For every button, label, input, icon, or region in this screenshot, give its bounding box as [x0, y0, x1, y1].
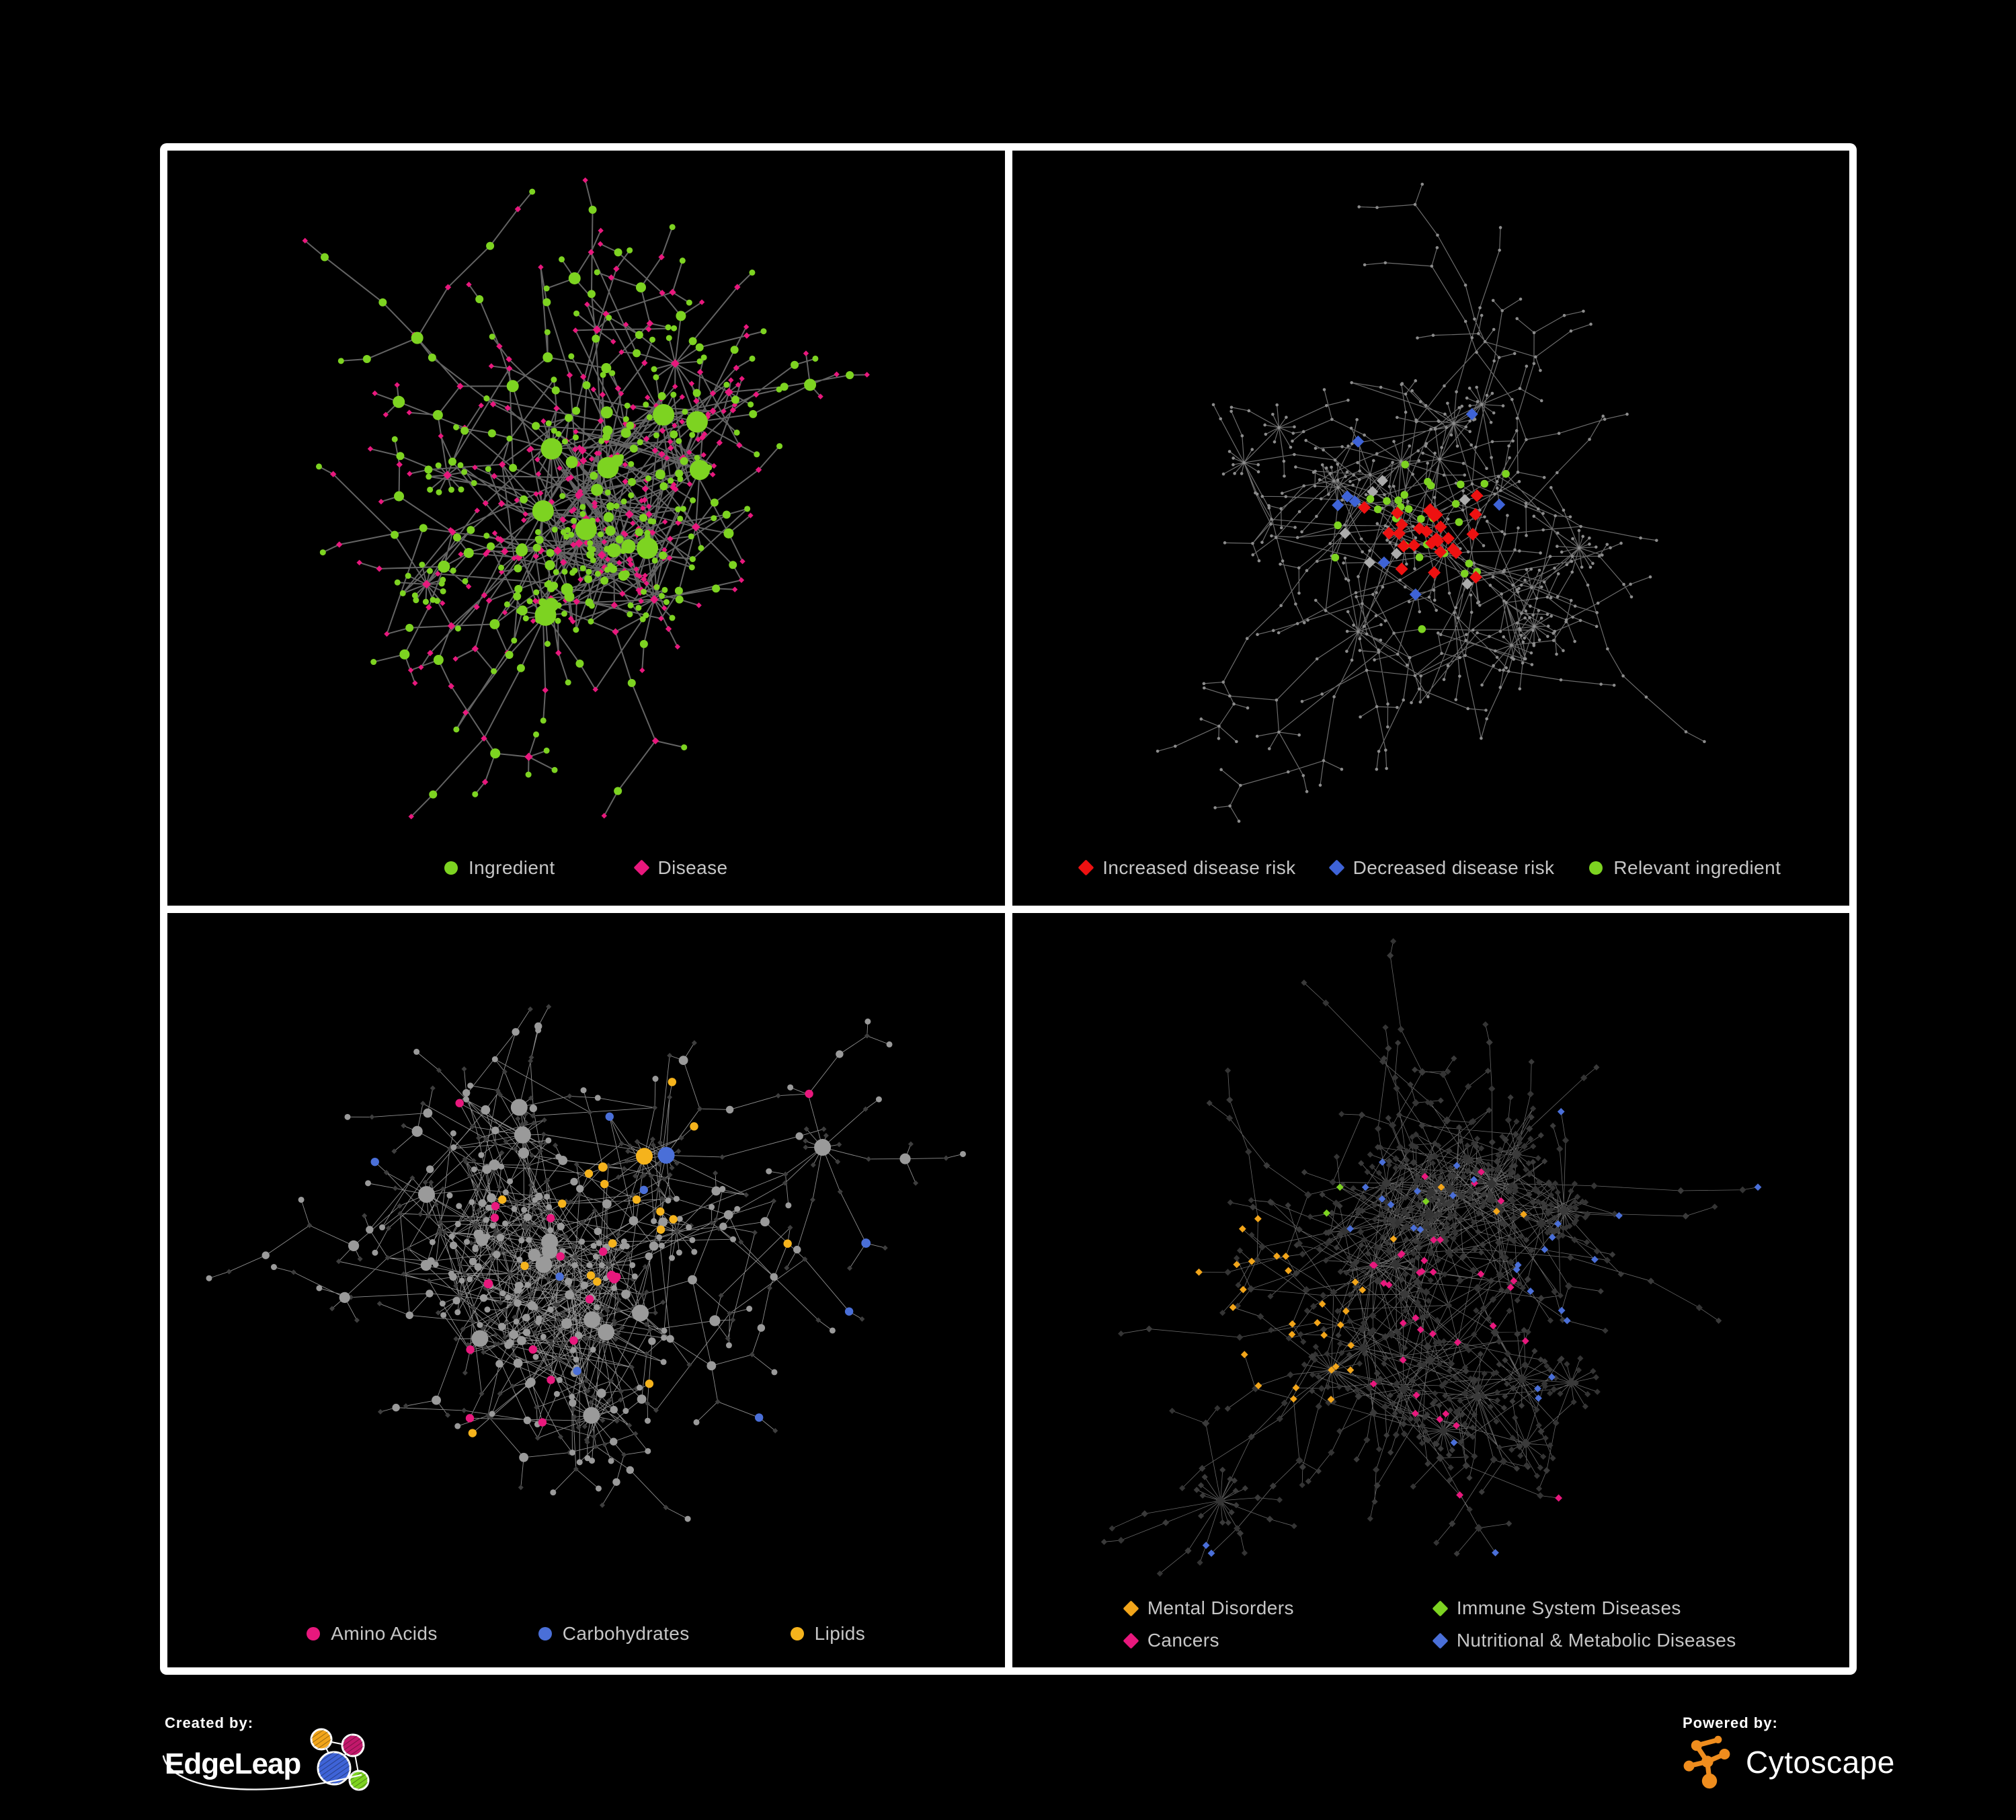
panel-disease-classes: Mental Disorders Immune System Diseases …: [1012, 912, 1850, 1667]
legend-disease-classes: Mental Disorders Immune System Diseases …: [1012, 1597, 1850, 1651]
immune-system-marker-icon: [1432, 1599, 1449, 1617]
legend-ingredient-disease: Ingredient Disease: [167, 857, 1005, 879]
cytoscape-logo-nodes: [1683, 1735, 1730, 1789]
legend-label: Decreased disease risk: [1353, 857, 1555, 878]
network-canvas-ingredient-classes: [206, 1003, 966, 1522]
edgeleap-wordmark: EdgeLeap: [165, 1747, 301, 1780]
legend-label: Carbohydrates: [562, 1623, 690, 1644]
edgeleap-logo-icon: [310, 1728, 370, 1791]
edgeleap-brand: EdgeLeap: [162, 1728, 377, 1794]
legend-disease-risk: Increased disease risk Decreased disease…: [1012, 857, 1850, 879]
network-canvas-disease-classes: [1100, 937, 1761, 1577]
network-nodes: [302, 177, 870, 820]
network-canvas-ingredient-disease: [302, 177, 870, 820]
cytoscape-logo-icon: [1683, 1735, 1730, 1789]
legend-label: Mental Disorders: [1147, 1597, 1294, 1618]
legend-item-decreased-risk: Decreased disease risk: [1328, 857, 1555, 879]
decreased-risk-marker-icon: [1328, 859, 1345, 876]
amino-acids-marker-icon: [307, 1627, 321, 1640]
mental-disorders-marker-icon: [1123, 1599, 1139, 1617]
legend-label: Cancers: [1147, 1630, 1219, 1651]
lipids-marker-icon: [790, 1627, 804, 1640]
network-nodes: [1156, 182, 1706, 823]
legend-label: Immune System Diseases: [1456, 1597, 1681, 1618]
cytoscape-wordmark: Cytoscape: [1746, 1745, 1895, 1780]
legend-label: Relevant ingredient: [1613, 857, 1781, 878]
cytoscape-brand: Cytoscape: [1683, 1735, 1895, 1790]
legend-item-nutritional-metabolic: Nutritional & Metabolic Diseases: [1432, 1630, 1736, 1651]
relevant-ingredient-marker-icon: [1589, 861, 1603, 875]
legend-ingredient-classes: Amino Acids Carbohydrates Lipids: [167, 1623, 1005, 1645]
network-nodes: [1100, 937, 1761, 1577]
network-edges: [1157, 184, 1705, 822]
network-canvas-disease-risk: [1156, 182, 1706, 823]
carbohydrates-marker-icon: [538, 1627, 552, 1640]
legend-item-lipids: Lipids: [790, 1623, 866, 1645]
legend-label: Disease: [657, 857, 728, 878]
legend-label: Nutritional & Metabolic Diseases: [1456, 1630, 1736, 1651]
legend-label: Amino Acids: [331, 1623, 438, 1644]
powered-by-label: Powered by:: [1683, 1714, 1778, 1731]
legend-item-cancers: Cancers: [1123, 1630, 1394, 1651]
legend-item-mental-disorders: Mental Disorders: [1123, 1597, 1394, 1619]
legend-item-ingredient: Ingredient: [444, 857, 555, 879]
powered-by-block: Powered by: Cytoscape: [1683, 1714, 1895, 1790]
legend-item-disease: Disease: [633, 857, 728, 879]
legend-item-increased-risk: Increased disease risk: [1078, 857, 1296, 879]
legend-item-amino-acids: Amino Acids: [307, 1623, 437, 1645]
legend-label: Lipids: [814, 1623, 866, 1644]
panel-ingredient-classes: Amino Acids Carbohydrates Lipids: [167, 912, 1005, 1667]
legend-label: Increased disease risk: [1102, 857, 1296, 878]
legend-item-carbohydrates: Carbohydrates: [538, 1623, 690, 1645]
network-edges: [1103, 941, 1758, 1574]
legend-item-relevant-ingredient: Relevant ingredient: [1589, 857, 1781, 879]
created-by-block: Created by: EdgeLeap: [162, 1714, 377, 1794]
legend-label: Ingredient: [468, 857, 555, 878]
disease-marker-icon: [633, 859, 650, 876]
nutritional-metabolic-marker-icon: [1432, 1632, 1449, 1649]
edgeleap-logo-nodes: [310, 1728, 370, 1791]
created-by-label: Created by:: [165, 1714, 254, 1731]
network-nodes: [206, 1003, 966, 1522]
panel-ingredient-disease: Ingredient Disease: [167, 151, 1005, 906]
legend-item-immune-system-diseases: Immune System Diseases: [1432, 1597, 1736, 1619]
increased-risk-marker-icon: [1078, 859, 1094, 876]
ingredient-marker-icon: [444, 861, 458, 875]
cancers-marker-icon: [1123, 1632, 1139, 1649]
figure-frame: Ingredient Disease Increased disease ris…: [160, 143, 1857, 1675]
panel-disease-risk: Increased disease risk Decreased disease…: [1012, 151, 1850, 906]
network-edges: [305, 180, 867, 818]
